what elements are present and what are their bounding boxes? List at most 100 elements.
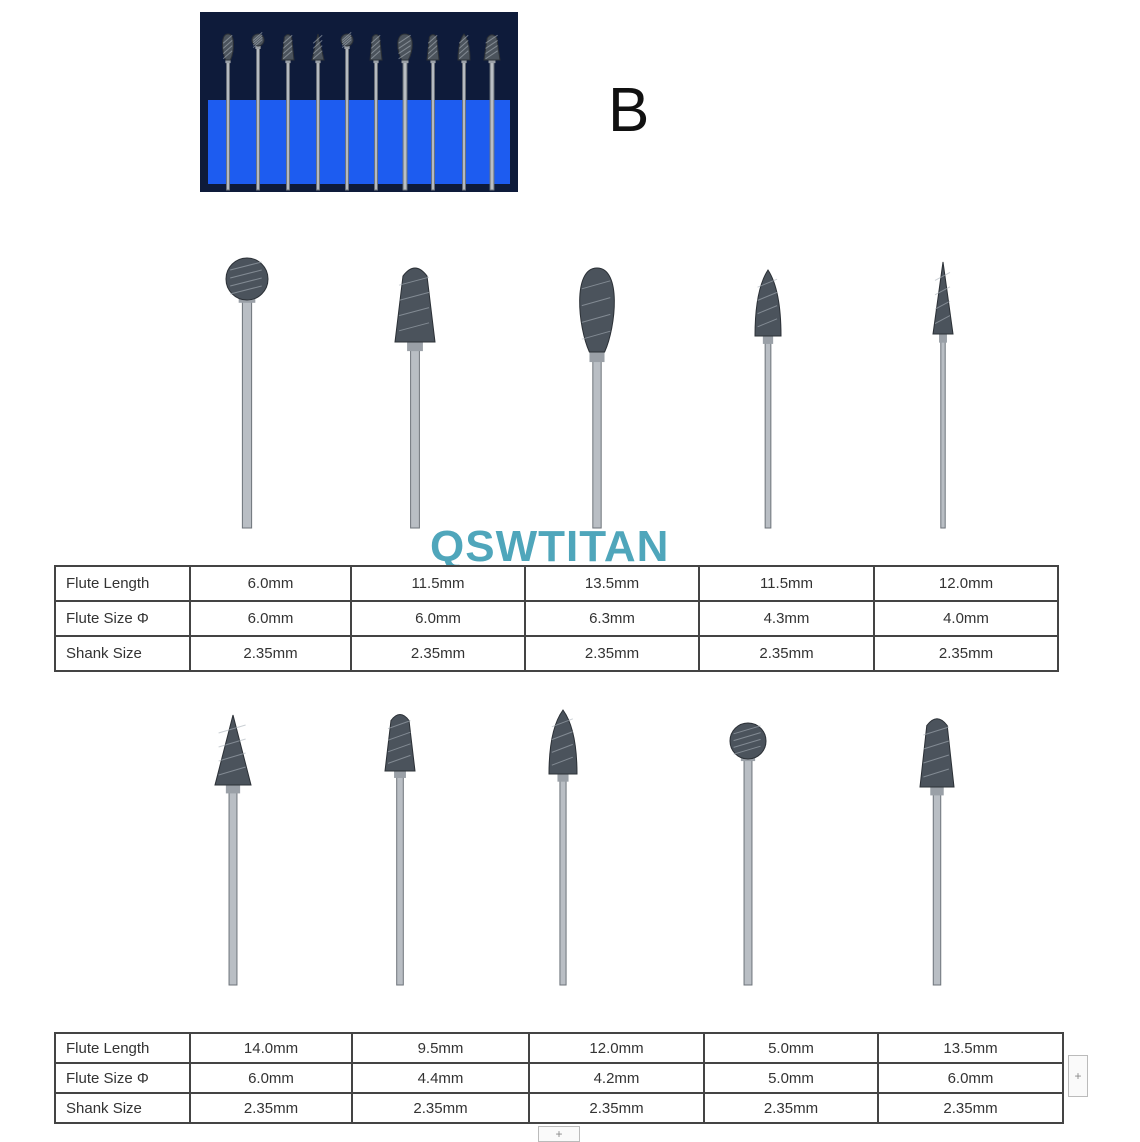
burr-flute — [230, 277, 262, 287]
burr-cone-pointed — [932, 261, 954, 529]
burr-shank — [402, 59, 408, 191]
burr-flute — [485, 34, 498, 44]
burr-flute — [757, 291, 778, 301]
burr-flute — [341, 32, 352, 41]
burr-shank — [559, 773, 567, 986]
burr-shank — [764, 335, 772, 529]
burr-flute — [427, 50, 438, 60]
burr-flute — [218, 752, 246, 762]
burr-flame — [397, 33, 413, 191]
cell: 2.35mm — [703, 1092, 879, 1124]
cell: 4.0mm — [873, 600, 1059, 637]
table-add-column-handle[interactable]: + — [1068, 1055, 1088, 1097]
burr-neck — [344, 46, 350, 49]
burr-tree-pointed — [754, 269, 782, 529]
burr-flute — [252, 39, 263, 48]
burr-flute — [458, 34, 469, 44]
burr-shank — [932, 786, 942, 986]
burr-flute — [312, 45, 323, 54]
burr-ball — [251, 32, 265, 191]
burr-flute — [341, 34, 352, 44]
burr-shank — [462, 59, 466, 191]
burr-neck — [461, 60, 467, 64]
cell: 6.0mm — [189, 600, 352, 637]
cell: 4.3mm — [698, 600, 875, 637]
cell: 11.5mm — [698, 565, 875, 602]
burr-shank — [940, 333, 946, 529]
burr-flute — [427, 40, 438, 49]
burr-flute — [458, 45, 469, 54]
burr-neck — [557, 774, 569, 782]
burr-neck — [939, 334, 947, 343]
burr-flute — [398, 45, 411, 55]
burr-flute — [398, 39, 411, 49]
cell: 13.5mm — [877, 1032, 1064, 1064]
burr-flute — [551, 743, 573, 753]
row-label: Flute Size Φ — [54, 600, 191, 637]
burr-ball — [729, 722, 767, 986]
burr-flute — [485, 45, 498, 55]
burr-flute — [923, 754, 950, 764]
burr-flute — [581, 330, 611, 340]
burr-flute — [252, 34, 263, 44]
burr-flute — [252, 36, 263, 46]
burr-flute — [222, 50, 233, 60]
burr-head — [397, 33, 413, 61]
burr-neck — [401, 60, 409, 64]
burr-flame — [222, 33, 234, 191]
burr-flute — [458, 50, 469, 60]
cell: 5.0mm — [703, 1062, 879, 1094]
burr-flute — [398, 34, 411, 44]
cell: 6.0mm — [189, 565, 352, 602]
burr-head — [932, 261, 954, 335]
burr-tree-round — [919, 718, 955, 986]
cell: 6.0mm — [350, 600, 526, 637]
burr-neck — [394, 771, 406, 778]
burr-flute — [923, 726, 950, 736]
burr-cone-pointed — [311, 33, 325, 191]
cell: 2.35mm — [350, 635, 526, 672]
burr-tree-round — [394, 267, 436, 529]
burr-flute — [581, 297, 611, 307]
burr-shank — [431, 59, 435, 191]
burr-tree-round — [369, 34, 383, 191]
burr-flame — [579, 267, 615, 529]
burr-neck — [285, 60, 291, 64]
cell: 2.35mm — [877, 1092, 1064, 1124]
burr-flute — [222, 45, 233, 54]
burr-shank — [374, 59, 378, 191]
burr-flute — [551, 731, 573, 741]
burr-flute — [934, 315, 951, 325]
burr-flute — [341, 39, 352, 48]
burr-flute — [370, 50, 381, 60]
burr-flute — [485, 50, 498, 60]
burr-flute — [551, 718, 573, 728]
burr-head — [579, 267, 615, 353]
burr-flute — [218, 766, 246, 776]
burr-neck — [225, 785, 241, 794]
burr-flute — [427, 34, 438, 44]
cell: 2.35mm — [528, 1092, 705, 1124]
row-label: Flute Length — [54, 1032, 191, 1064]
burr-flute — [282, 40, 293, 49]
burr-neck — [225, 60, 231, 64]
burr-shank — [228, 784, 238, 986]
cell: 6.0mm — [189, 1062, 353, 1094]
burr-neck — [373, 60, 379, 64]
burr-flute — [757, 318, 778, 328]
burr-shank — [345, 45, 349, 191]
cell: 14.0mm — [189, 1032, 353, 1064]
burr-flute — [370, 40, 381, 49]
burr-tree-round — [281, 34, 295, 191]
table-row-shank-size: Shank Size 2.35mm 2.35mm 2.35mm 2.35mm 2… — [54, 635, 1059, 672]
burr-shank — [226, 59, 230, 191]
burr-neck — [589, 352, 605, 363]
cell: 2.35mm — [873, 635, 1059, 672]
spec-table-top: Flute Length 6.0mm 11.5mm 13.5mm 11.5mm … — [54, 565, 1059, 672]
burr-flute — [398, 307, 430, 317]
burr-flute — [398, 276, 430, 286]
burr-flute — [427, 45, 438, 54]
burr-shank — [316, 59, 320, 191]
cell: 5.0mm — [703, 1032, 879, 1064]
cell: 2.35mm — [351, 1092, 530, 1124]
